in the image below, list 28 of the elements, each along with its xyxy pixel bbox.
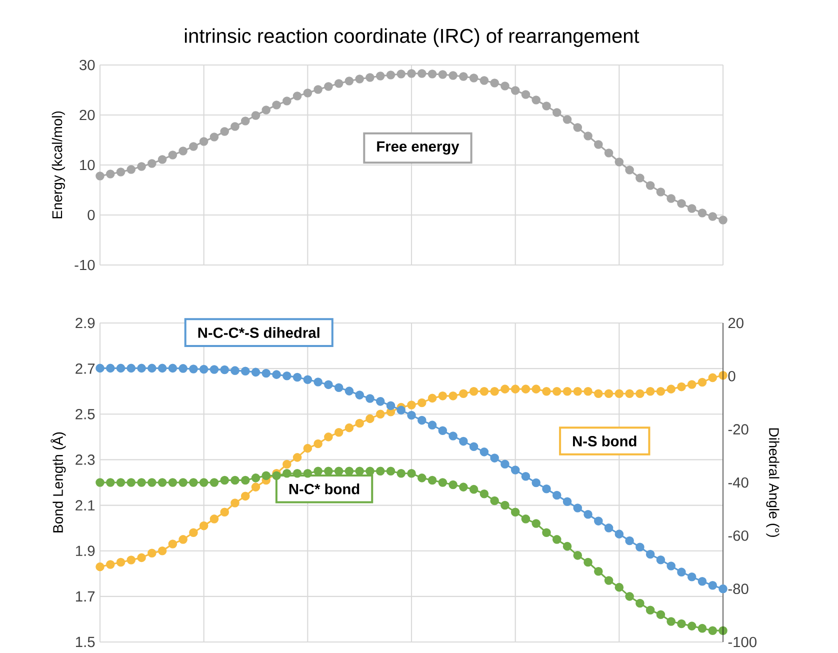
y-tick-label: 2.9 — [76, 318, 95, 328]
y-tick-label: 30 — [80, 60, 95, 70]
y-tick-label: 2.7 — [76, 363, 95, 374]
y2-tick-label: -20 — [728, 424, 748, 435]
chart-title: intrinsic reaction coordinate (IRC) of rearrangement — [184, 28, 640, 47]
y-axis-title: Energy (kcal/mol) — [52, 111, 65, 218]
y-axis-title: Bond Length (Å) — [50, 432, 66, 532]
y-tick-label: 1.7 — [76, 591, 95, 602]
y-tick-label: 2.3 — [76, 454, 95, 465]
y-tick-label: 10 — [80, 160, 95, 170]
y-tick-label: 0 — [88, 210, 95, 220]
y-tick-label: 2.1 — [76, 500, 95, 510]
series-label: N-C-C*-S dihedral — [198, 327, 320, 338]
series-label: N-C* bond — [289, 484, 360, 494]
y-tick-label: 20 — [80, 110, 95, 120]
y-tick-label: 1.9 — [76, 546, 95, 556]
y2-tick-label: -60 — [728, 530, 748, 541]
y2-tick-label: -100 — [728, 636, 756, 648]
y-tick-label: -10 — [74, 260, 95, 270]
y-tick-label: 2.5 — [76, 408, 95, 420]
y2-tick-label: 20 — [728, 318, 744, 328]
text: Free energy — [377, 141, 460, 155]
y-tick-label: 1.5 — [76, 636, 95, 648]
y2-tick-label: -40 — [728, 477, 748, 488]
text: N-S bond — [573, 436, 636, 446]
y2-tick-label: -80 — [728, 584, 748, 594]
y2-tick-label: 0 — [728, 370, 736, 382]
y2-axis-title: Dihedral Angle (°) — [766, 428, 780, 537]
